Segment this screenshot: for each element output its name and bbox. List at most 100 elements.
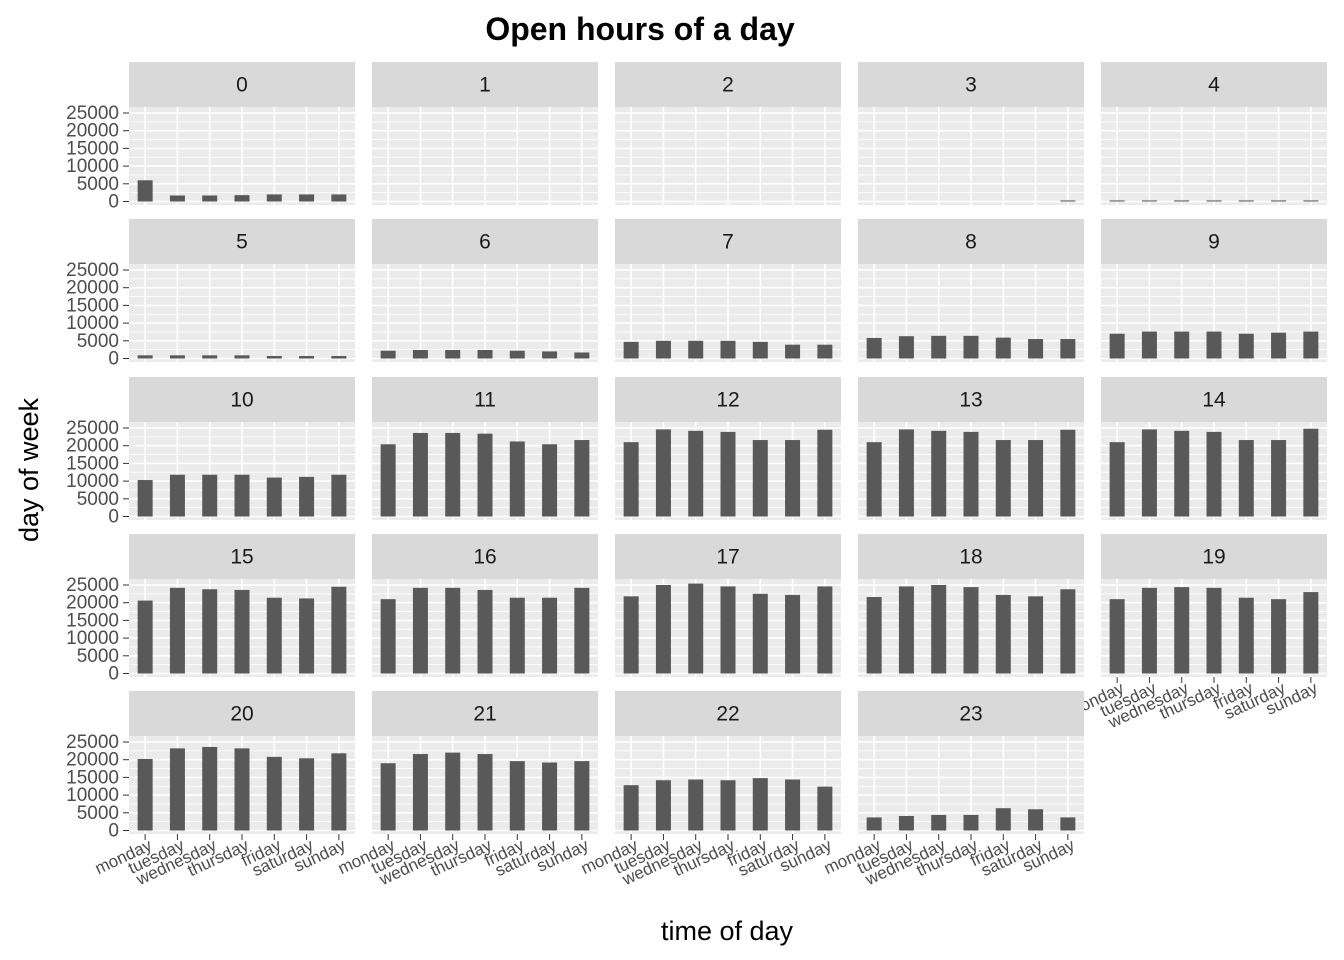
bar-19-sunday — [1303, 592, 1319, 674]
bar-10-friday — [266, 477, 282, 517]
facet-strip — [858, 534, 1084, 579]
bar-5-friday — [266, 356, 282, 359]
bar-11-thursday — [477, 433, 493, 517]
bar-15-monday — [137, 600, 153, 674]
facet-strip — [1101, 62, 1327, 107]
facet-strip-label: 5 — [236, 231, 248, 254]
x-axis-title: time of day — [661, 916, 794, 946]
bar-7-thursday — [720, 340, 736, 359]
facet-strip — [615, 62, 841, 107]
facet-strip — [129, 691, 355, 736]
bar-20-wednesday — [202, 746, 218, 831]
bar-4-sunday — [1303, 200, 1319, 202]
bar-21-tuesday — [412, 754, 428, 831]
bar-17-wednesday — [688, 583, 704, 674]
facet-strip — [1101, 534, 1327, 579]
bar-6-monday — [380, 350, 396, 359]
bar-14-tuesday — [1141, 429, 1157, 517]
facet-panel-13: 13 — [858, 377, 1084, 520]
bar-8-tuesday — [898, 336, 914, 359]
bar-17-saturday — [785, 594, 801, 674]
facet-panel-9: 9 — [1101, 219, 1327, 362]
bar-12-wednesday — [688, 430, 704, 517]
bar-9-tuesday — [1141, 331, 1157, 359]
bar-17-friday — [752, 593, 768, 674]
bar-16-saturday — [542, 597, 558, 674]
facet-strip-label: 2 — [722, 74, 734, 97]
bar-12-thursday — [720, 431, 736, 517]
bar-15-wednesday — [202, 589, 218, 674]
bar-17-thursday — [720, 586, 736, 674]
bar-0-thursday — [234, 195, 250, 202]
facet-strip-label: 0 — [236, 74, 248, 97]
bar-9-thursday — [1206, 331, 1222, 359]
bar-13-thursday — [963, 431, 979, 517]
bar-14-monday — [1109, 442, 1125, 517]
y-tick-label: 25000 — [66, 260, 119, 281]
bar-21-monday — [380, 763, 396, 831]
facet-strip-label: 10 — [230, 389, 253, 412]
bar-11-monday — [380, 444, 396, 517]
bar-18-saturday — [1028, 596, 1044, 674]
bar-14-thursday — [1206, 431, 1222, 517]
bar-6-wednesday — [445, 350, 461, 359]
bar-15-saturday — [299, 598, 315, 674]
bar-14-wednesday — [1174, 430, 1190, 517]
facet-strip-label: 6 — [479, 231, 491, 254]
facet-strip — [372, 219, 598, 264]
y-axis-title: day of week — [14, 397, 44, 542]
facet-panel-2: 2 — [615, 62, 841, 205]
bar-11-tuesday — [412, 432, 428, 517]
bar-7-tuesday — [655, 340, 671, 359]
facet-strip — [129, 534, 355, 579]
facet-strip — [858, 377, 1084, 422]
bar-19-tuesday — [1141, 587, 1157, 674]
bar-7-monday — [623, 341, 639, 359]
bar-12-tuesday — [655, 429, 671, 517]
y-tick-label: 10000 — [66, 628, 119, 649]
y-tick-label: 20000 — [66, 593, 119, 614]
y-tick-label: 10000 — [66, 313, 119, 334]
bar-17-monday — [623, 596, 639, 674]
bar-4-thursday — [1206, 200, 1222, 202]
facet-panel-20: 200500010000150002000025000mondaytuesday… — [66, 691, 355, 889]
bar-14-sunday — [1303, 428, 1319, 517]
y-tick-label: 0 — [108, 507, 119, 528]
bar-23-monday — [866, 817, 882, 831]
bar-8-monday — [866, 337, 882, 359]
y-tick-label: 25000 — [66, 418, 119, 439]
bar-9-saturday — [1271, 332, 1287, 359]
facet-strip — [372, 377, 598, 422]
facet-panel-8: 8 — [858, 219, 1084, 362]
bar-4-monday — [1109, 200, 1125, 202]
bar-10-thursday — [234, 474, 250, 517]
bar-16-monday — [380, 599, 396, 674]
bar-23-saturday — [1028, 809, 1044, 831]
bar-22-tuesday — [655, 780, 671, 831]
bar-18-friday — [995, 594, 1011, 674]
bar-15-thursday — [234, 589, 250, 674]
facet-panel-21: 21mondaytuesdaywednesdaythursdayfridaysa… — [335, 691, 598, 889]
y-tick-label: 25000 — [66, 575, 119, 596]
bar-15-friday — [266, 597, 282, 674]
bar-7-saturday — [785, 344, 801, 359]
bar-20-thursday — [234, 748, 250, 831]
bar-16-wednesday — [445, 587, 461, 674]
bar-20-sunday — [331, 753, 347, 831]
bar-0-tuesday — [169, 195, 185, 202]
bar-6-saturday — [542, 351, 558, 359]
facet-strip-label: 23 — [959, 703, 982, 726]
bar-7-sunday — [817, 344, 833, 359]
y-tick-label: 15000 — [66, 295, 119, 316]
y-tick-label: 10000 — [66, 156, 119, 177]
bar-8-friday — [995, 337, 1011, 359]
bar-18-monday — [866, 597, 882, 674]
facet-panel-16: 16 — [372, 534, 598, 677]
bar-3-sunday — [1060, 200, 1076, 202]
facet-strip — [615, 534, 841, 579]
facet-strip — [1101, 219, 1327, 264]
